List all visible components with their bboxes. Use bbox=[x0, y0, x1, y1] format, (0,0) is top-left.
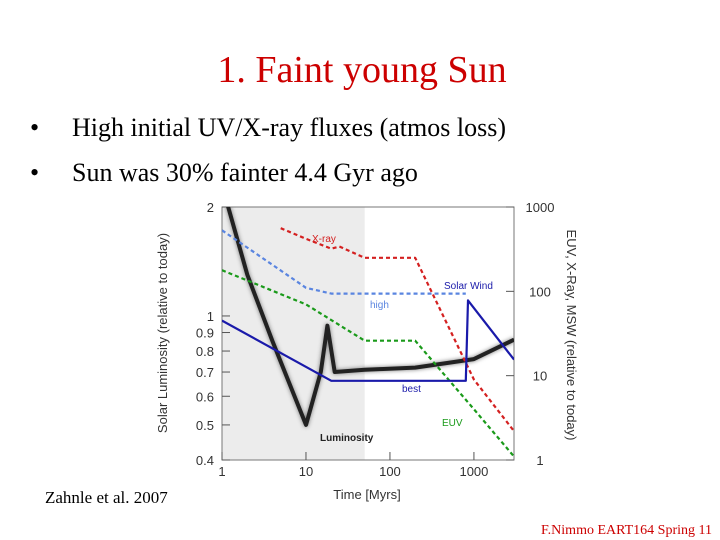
y-tick-label: 0.5 bbox=[196, 418, 214, 433]
series-label: high bbox=[370, 300, 389, 311]
series-line bbox=[222, 299, 514, 382]
plot-frame bbox=[221, 206, 515, 461]
y-tick-label: 0.6 bbox=[196, 389, 214, 404]
series-line bbox=[222, 269, 514, 458]
slide-title: 1. Faint young Sun bbox=[217, 49, 506, 91]
x-axis-label: Time [Myrs] bbox=[333, 487, 400, 502]
series-label: Luminosity bbox=[320, 433, 374, 444]
x-tick-label: 1000 bbox=[459, 464, 488, 479]
annotation: Solar Wind bbox=[444, 281, 493, 292]
chart: 1 10 100 1000 0.4 0.5 0.6 0.7 0.8 0.9 1 2 1 10 100 1000… bbox=[155, 200, 579, 502]
y-tick-label: 1 bbox=[207, 309, 214, 324]
y2-tick-label: 1 bbox=[536, 453, 543, 468]
y-tick-label: 2 bbox=[207, 200, 214, 215]
series-line bbox=[280, 227, 514, 432]
y2-axis-label: EUV, X-Ray, MSW (relative to today) bbox=[564, 230, 579, 441]
bullet-dot: • bbox=[30, 113, 39, 142]
citation: Zahnle et al. 2007 bbox=[45, 488, 168, 507]
bullet-text: Sun was 30% fainter 4.4 Gyr ago bbox=[72, 158, 418, 187]
x-tick-label: 1 bbox=[218, 464, 225, 479]
y-tick-label: 0.4 bbox=[196, 453, 214, 468]
y2-tick-label: 100 bbox=[529, 284, 551, 299]
series-line bbox=[222, 229, 466, 295]
bullet-text: High initial UV/X-ray fluxes (atmos loss… bbox=[72, 113, 506, 142]
series-label: best bbox=[402, 384, 421, 395]
series-label: X-ray bbox=[312, 234, 336, 245]
y2-tick-label: 1000 bbox=[526, 200, 555, 215]
x-tick-label: 100 bbox=[379, 464, 401, 479]
plot-lines bbox=[222, 207, 514, 458]
y-tick-label: 0.8 bbox=[196, 344, 214, 359]
y-tick-label: 0.9 bbox=[196, 326, 214, 341]
y-tick-label: 0.7 bbox=[196, 365, 214, 380]
x-tick-label: 10 bbox=[299, 464, 313, 479]
y-axis-label: Solar Luminosity (relative to today) bbox=[155, 233, 170, 433]
y2-tick-label: 10 bbox=[533, 369, 547, 384]
bullet-dot: • bbox=[30, 158, 39, 187]
series-label: EUV bbox=[442, 418, 463, 429]
footer: F.Nimmo EART164 Spring 11 bbox=[541, 523, 712, 538]
